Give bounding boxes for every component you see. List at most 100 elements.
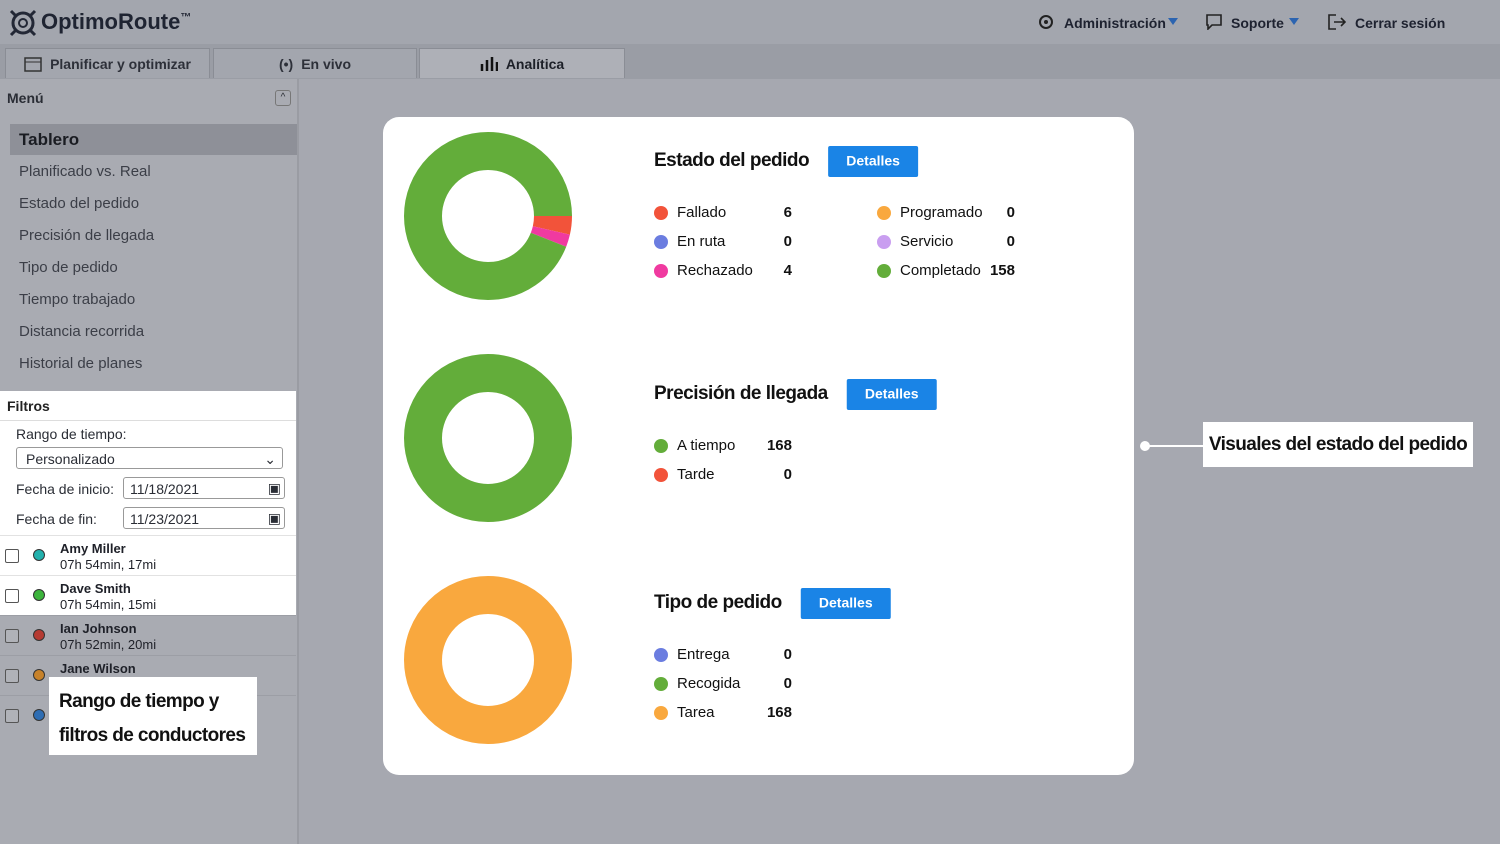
filters-title: Filtros: [7, 398, 50, 414]
divider: [0, 420, 296, 421]
checkbox[interactable]: [5, 549, 19, 563]
date-value: 11/18/2021: [130, 481, 200, 497]
legend-value: 0: [1007, 233, 1015, 250]
legend-label: Servicio: [900, 233, 953, 250]
caret: [1168, 18, 1178, 25]
panel-background: [383, 117, 1134, 775]
menu-item[interactable]: Tiempo trabajado: [19, 291, 136, 308]
driver-name: Dave Smith: [60, 581, 131, 596]
legend-value: 0: [784, 233, 792, 250]
callout: Rango de tiempo y filtros de conductores: [49, 677, 257, 755]
legend-value: 4: [784, 262, 793, 279]
nav-item[interactable]: Soporte: [1231, 15, 1284, 31]
driver-detail: 07h 52min, 20mi: [60, 637, 157, 652]
chat-icon: [1206, 14, 1222, 30]
select-value: Personalizado: [26, 451, 115, 467]
driver-detail: 07h 54min, 15mi: [60, 597, 157, 612]
driver-name: Amy Miller: [60, 541, 126, 556]
legend-dot: [654, 264, 668, 278]
donut-segment: [404, 354, 572, 522]
tab-label: En vivo: [301, 55, 352, 72]
nav-item[interactable]: Administración: [1064, 15, 1166, 31]
button-label: Detalles: [846, 153, 900, 169]
driver-color: [33, 669, 45, 681]
trademark: ™: [180, 11, 192, 24]
collapse-button[interactable]: ^: [275, 90, 291, 106]
menu-item[interactable]: Historial de planes: [19, 355, 143, 372]
legend-value: 6: [784, 204, 792, 221]
details-button[interactable]: [800, 588, 891, 619]
menu-item-active: [10, 124, 297, 155]
callout-line: filtros de conductores: [59, 725, 246, 746]
menu-item[interactable]: Estado del pedido: [19, 195, 140, 212]
label: Fecha de fin:: [16, 511, 97, 527]
callout-line: Rango de tiempo y: [59, 691, 219, 712]
legend-label: Rechazado: [677, 262, 753, 279]
dashboard-panel: Estado del pedido Detalles Fallado 6 En ruta…: [383, 117, 1134, 775]
driver-color: [33, 549, 45, 561]
brand-name: OptimoRoute: [41, 9, 181, 34]
checkbox[interactable]: [5, 709, 19, 723]
date-input[interactable]: 11/18/2021 ▣: [123, 477, 285, 499]
checkbox[interactable]: [5, 589, 19, 603]
legend-label: A tiempo: [677, 437, 735, 454]
legend-label: Tarea: [677, 704, 715, 721]
menu-item[interactable]: Distancia recorrida: [19, 323, 145, 340]
checkbox[interactable]: [5, 629, 19, 643]
time-range-select[interactable]: Personalizado ⌄: [16, 447, 283, 469]
legend-value: 0: [1007, 204, 1015, 221]
driver-name: Ian Johnson: [60, 621, 137, 636]
driver-row: Dave Smith 07h 54min, 15mi: [0, 575, 296, 615]
donut-segment: [404, 576, 572, 744]
tab-label: Analítica: [505, 55, 565, 72]
menu-title: Menú: [7, 90, 44, 106]
legend-label: Fallado: [677, 204, 726, 221]
tab[interactable]: (•) En vivo: [213, 48, 417, 78]
button-label: Detalles: [865, 386, 919, 402]
legend-value: 0: [784, 646, 792, 663]
legend-label: Recogida: [677, 675, 741, 692]
logo-icon: [9, 9, 37, 37]
legend-dot: [654, 439, 668, 453]
legend-value: 168: [767, 437, 792, 454]
section-title: Precisión de llegada: [654, 383, 829, 404]
date-value: 11/23/2021: [130, 511, 200, 527]
checkbox[interactable]: [5, 669, 19, 683]
legend-dot: [654, 206, 668, 220]
driver-detail: 07h 54min, 17mi: [60, 557, 157, 572]
menu-item[interactable]: Precisión de llegada: [19, 227, 155, 244]
tab-label: Planificar y optimizar: [50, 55, 191, 72]
legend-dot: [654, 235, 668, 249]
section-title: Estado del pedido: [654, 150, 809, 171]
menu-item-selected[interactable]: Tablero: [19, 130, 80, 149]
section-title: Tipo de pedido: [654, 592, 782, 613]
legend-dot: [654, 468, 668, 482]
menu-item[interactable]: Tipo de pedido: [19, 259, 118, 276]
callout-connector: [1140, 441, 1204, 451]
caret: [1289, 18, 1299, 25]
legend-label: Tarde: [677, 466, 715, 483]
legend-value: 158: [990, 262, 1015, 279]
tab[interactable]: Planificar y optimizar: [5, 48, 210, 78]
label: Fecha de inicio:: [16, 481, 115, 497]
button-label: Detalles: [819, 595, 873, 611]
details-button[interactable]: [846, 379, 937, 410]
legend-value: 0: [784, 466, 792, 483]
legend-dot: [877, 235, 891, 249]
legend-label: En ruta: [677, 233, 726, 250]
driver-color: [33, 589, 45, 601]
legend-dot: [654, 648, 668, 662]
header: OptimoRoute™ Administración Soporte Cerr…: [0, 0, 1500, 44]
nav-item[interactable]: Cerrar sesión: [1355, 15, 1446, 31]
tab[interactable]: Analítica: [419, 48, 625, 78]
date-input[interactable]: 11/23/2021 ▣: [123, 507, 285, 529]
label: Rango de tiempo:: [16, 426, 127, 442]
menu-item[interactable]: Planificado vs. Real: [19, 163, 151, 180]
brand: OptimoRoute™: [41, 9, 191, 35]
donut-segment: [404, 132, 572, 300]
details-button[interactable]: [828, 146, 919, 177]
live-icon: (•): [278, 55, 294, 72]
legend-label: Programado: [900, 204, 983, 221]
driver-color: [33, 629, 45, 641]
